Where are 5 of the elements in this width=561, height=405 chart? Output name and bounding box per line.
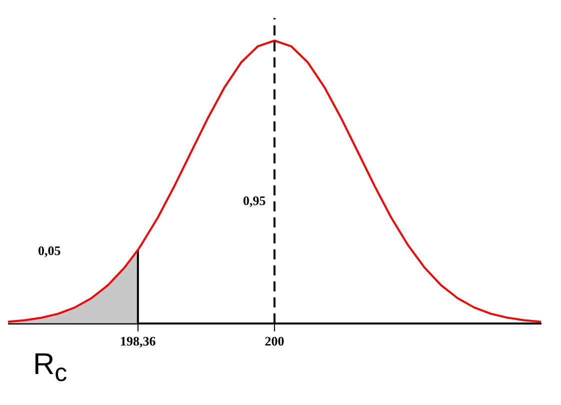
text: R$_{c}$ [33, 348, 68, 388]
annotation: 0,05 [38, 243, 61, 259]
annotation: 0,95 [243, 193, 266, 209]
x-tick-label: 198,36 [120, 334, 156, 349]
x-tick-label: 200 [264, 334, 284, 349]
